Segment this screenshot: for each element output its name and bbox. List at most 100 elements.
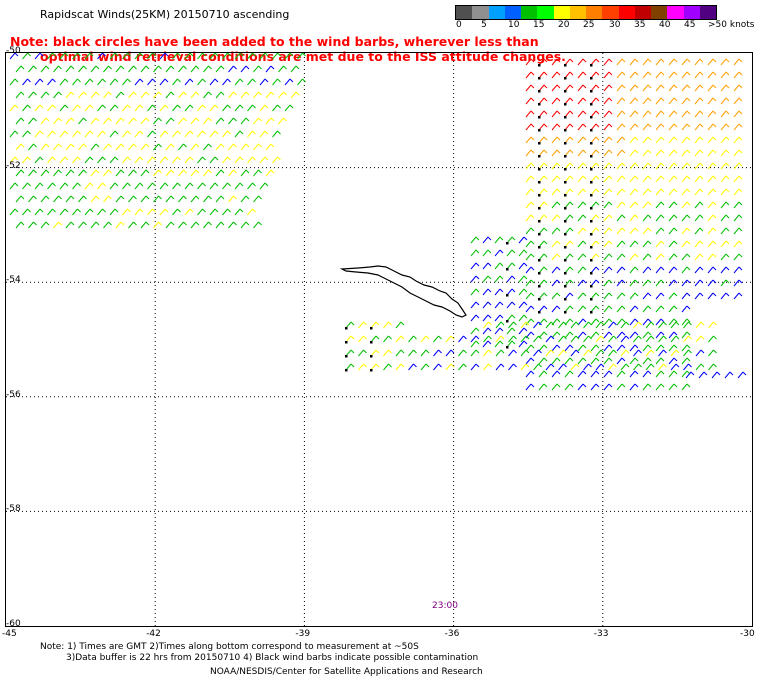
wind-barb-stroke [482, 262, 492, 270]
wind-barb [564, 71, 574, 80]
wind-barb [9, 130, 19, 138]
wind-barb-stroke [668, 266, 678, 274]
wind-barb-stroke [109, 156, 119, 164]
wind-barb [681, 58, 691, 66]
wind-barb [494, 314, 504, 322]
wind-barb [190, 117, 200, 125]
wind-barb-stroke [165, 221, 175, 229]
wind-barb-flag [506, 268, 509, 271]
wind-barb [247, 182, 256, 190]
wind-barb [458, 363, 467, 371]
wind-barb [197, 53, 206, 60]
wind-barb-stroke [259, 182, 269, 190]
wind-barb [228, 117, 237, 125]
wind-barb [564, 240, 574, 249]
wind-barb-stroke [47, 130, 56, 138]
wind-barb [551, 344, 561, 352]
wind-barb-stroke [603, 331, 613, 339]
wind-barb [470, 262, 480, 270]
color-bar-segment [553, 6, 570, 19]
wind-barb-stroke [525, 318, 535, 326]
wind-barb [590, 123, 600, 132]
wind-barb-stroke [616, 123, 626, 131]
wind-barb [668, 58, 678, 66]
wind-barb-stroke [84, 130, 94, 138]
wind-barb [506, 249, 516, 257]
wind-barb [247, 130, 256, 138]
wind-barb [47, 182, 56, 190]
wind-barb-stroke [668, 136, 678, 144]
wind-barb [707, 266, 717, 274]
wind-barb-stroke [668, 370, 678, 378]
wind-barb-stroke [203, 143, 212, 151]
wind-barb [642, 253, 652, 261]
wind-barb [590, 188, 600, 197]
wind-barb-stroke [551, 279, 561, 287]
wind-barb-stroke [247, 156, 256, 164]
wind-barb-stroke [683, 363, 692, 371]
wind-barb-stroke [178, 117, 187, 125]
wind-barb-stroke [103, 221, 112, 229]
wind-barb [655, 58, 665, 66]
color-bar-label: >50 knots [708, 20, 755, 30]
wind-barb [383, 335, 392, 343]
color-bar-label: 15 [533, 20, 545, 30]
wind-barb-stroke [629, 240, 639, 248]
wind-barb [272, 104, 281, 112]
wind-barb [284, 53, 294, 60]
wind-barb [15, 91, 25, 99]
wind-barb-stroke [655, 71, 665, 79]
wind-barb [558, 349, 567, 357]
wind-barb-stroke [222, 78, 231, 86]
wind-barb [215, 91, 225, 99]
wind-barb-stroke [577, 266, 587, 274]
wind-barb-stroke [551, 71, 561, 79]
wind-barb-stroke [234, 182, 244, 190]
wind-barb [577, 279, 587, 287]
wind-barb-stroke [642, 279, 652, 287]
wind-barb [370, 321, 380, 330]
wind-barb [616, 123, 626, 131]
wind-barb-stroke [538, 357, 548, 365]
wind-barb [178, 117, 187, 125]
wind-barb-stroke [681, 305, 691, 313]
wind-barb-stroke [670, 335, 680, 343]
wind-barb [272, 78, 281, 86]
wind-barb [681, 201, 691, 209]
wind-barb [708, 321, 717, 329]
wind-barb-stroke [109, 53, 119, 60]
wind-barb [494, 236, 504, 244]
wind-barb [506, 314, 516, 323]
wind-barb-stroke [668, 71, 678, 79]
footer-notes: Note: 1) Times are GMT 2)Times along bot… [40, 642, 478, 664]
wind-barb-stroke [140, 91, 150, 99]
wind-barb [525, 305, 535, 313]
wind-barb [115, 221, 125, 229]
wind-barb [84, 208, 94, 216]
color-bar-segment [504, 6, 521, 19]
wind-barb-stroke [685, 371, 695, 379]
wind-barb [538, 266, 548, 275]
wind-barb-stroke [629, 123, 639, 131]
wind-barb [28, 91, 37, 99]
wind-barb-stroke [720, 58, 730, 66]
wind-barb-stroke [642, 188, 652, 196]
wind-barb-stroke [577, 357, 587, 365]
wind-barb-flag [506, 242, 509, 245]
wind-barb-flag [590, 194, 593, 197]
wind-barb-stroke [616, 279, 626, 287]
wind-barb [97, 156, 106, 164]
wind-barb [670, 349, 680, 357]
wind-barb [470, 288, 480, 296]
wind-barb [197, 208, 206, 216]
wind-barb [525, 201, 535, 209]
wind-barb [482, 262, 492, 270]
wind-barb-stroke [642, 292, 652, 300]
wind-barb-stroke [518, 340, 528, 348]
wind-barb [733, 58, 743, 66]
wind-barb [47, 130, 56, 138]
wind-barb-stroke [482, 288, 492, 296]
wind-barb [122, 104, 131, 112]
wind-barb-stroke [694, 97, 704, 105]
wind-barb [420, 349, 430, 357]
